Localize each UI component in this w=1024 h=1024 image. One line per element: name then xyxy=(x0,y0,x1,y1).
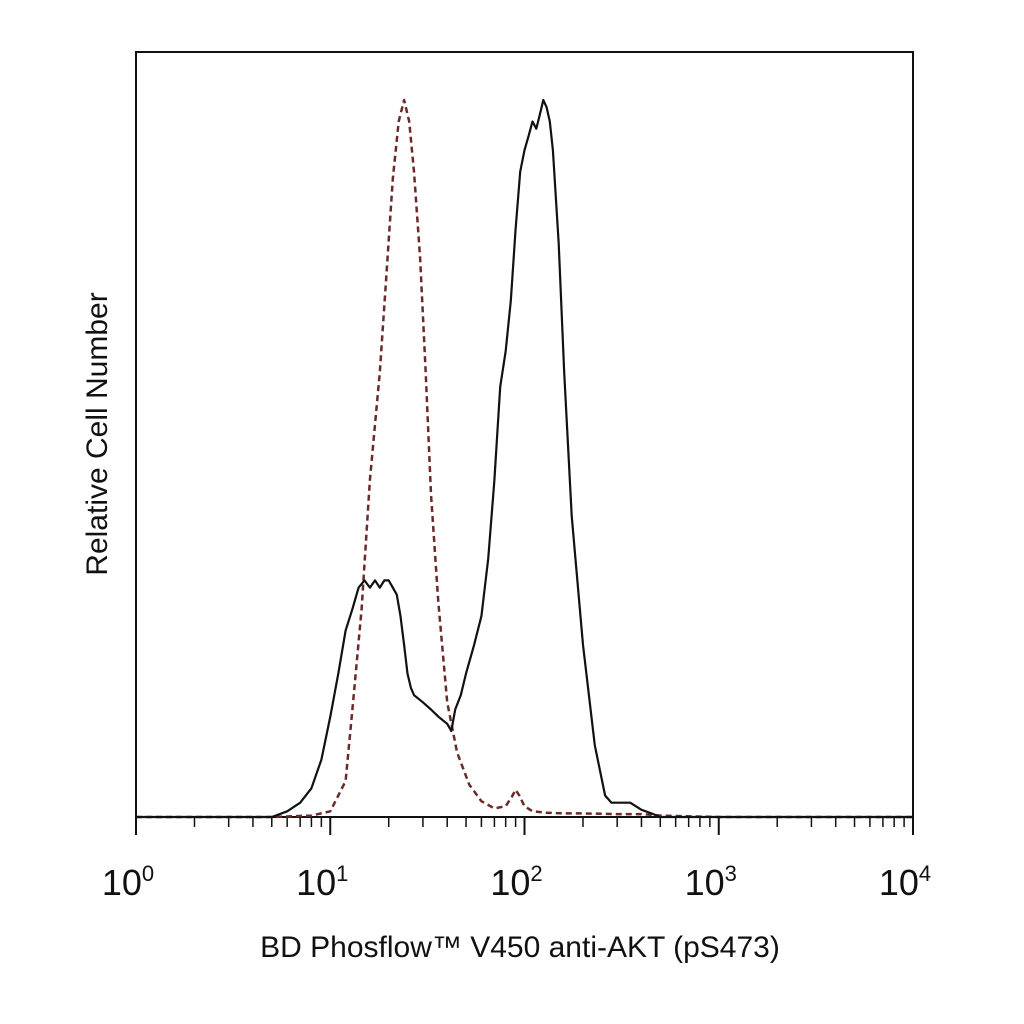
x-tick-label: 103 xyxy=(685,861,737,903)
x-tick-label: 104 xyxy=(879,861,931,903)
plot-frame xyxy=(135,51,914,818)
series-layer xyxy=(136,98,913,819)
x-axis-tick-labels: 100 101 102 103 104 xyxy=(102,861,931,903)
x-tick-label: 102 xyxy=(490,861,542,903)
x-tick-label: 101 xyxy=(296,861,348,903)
series-dashed-histogram xyxy=(136,98,913,819)
y-axis-title: Relative Cell Number xyxy=(81,292,114,575)
series-solid-histogram xyxy=(136,98,913,819)
x-axis-title: BD Phosflow™ V450 anti-AKT (pS473) xyxy=(260,931,780,964)
x-tick-label: 100 xyxy=(102,861,154,903)
x-axis-ticks xyxy=(135,817,914,835)
